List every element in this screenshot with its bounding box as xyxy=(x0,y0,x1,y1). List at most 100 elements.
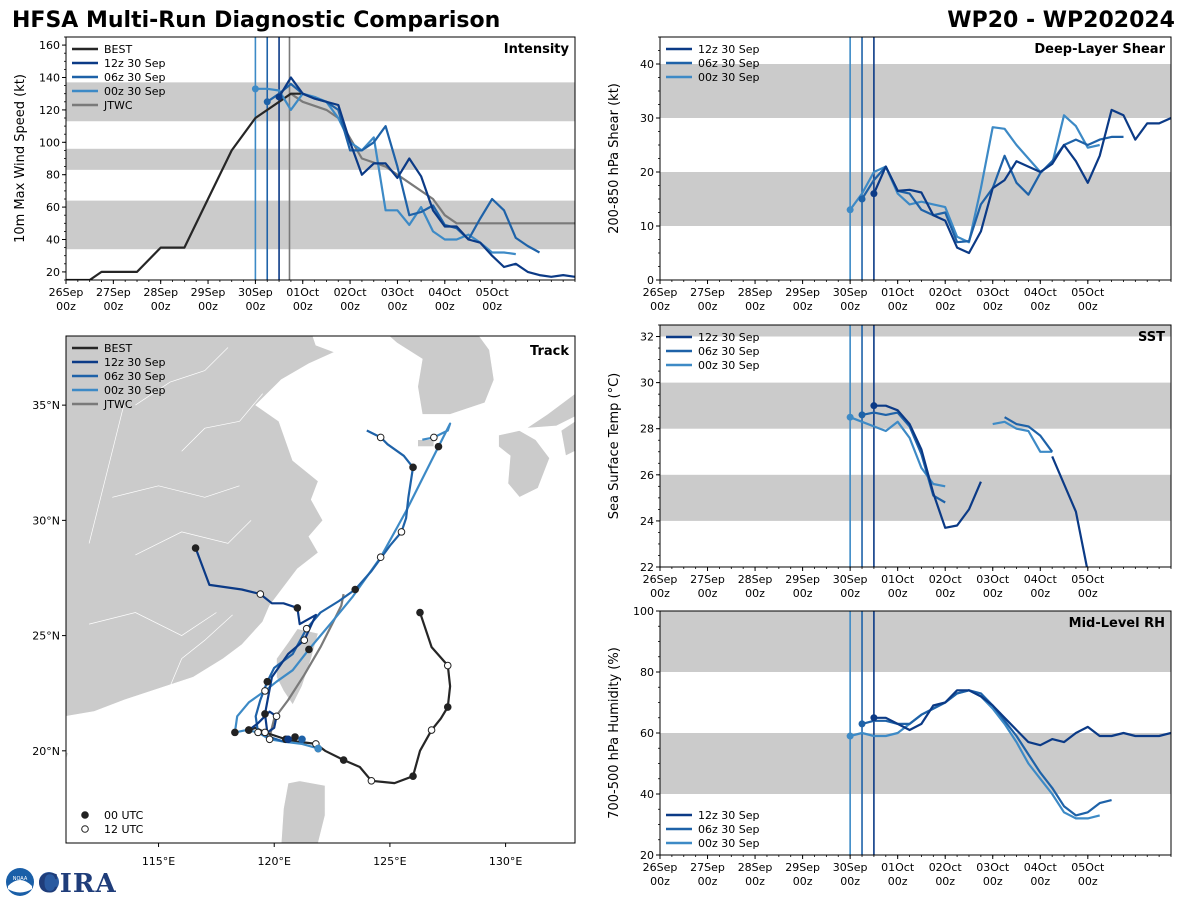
sst-legend-label: 12z 30 Sep xyxy=(698,331,760,344)
track-point-12utc xyxy=(443,661,452,670)
intensity-legend-label: JTWC xyxy=(103,99,133,112)
track-point-12utc xyxy=(367,776,376,785)
sst-xtick-sublabel: 00z xyxy=(793,587,813,600)
sst-xtick-sublabel: 00z xyxy=(1030,587,1050,600)
intensity-ytick-label: 80 xyxy=(46,169,60,182)
shear-ytick-label: 10 xyxy=(640,220,654,233)
land-polygon xyxy=(66,336,336,717)
province-border xyxy=(88,405,125,544)
shear-ytick-label: 30 xyxy=(640,112,654,125)
shear-legend-label: 00z 30 Sep xyxy=(698,71,760,84)
rh-series-r12 xyxy=(873,689,1171,747)
panel-track: 115°E 120°E 125°E 130°E 20°N 25°N 30°N 35°N Trac… xyxy=(32,335,576,868)
panel-intensity: 2040608010012014016026Sep00z27Sep00z28Se… xyxy=(13,36,576,313)
intensity-series-group xyxy=(66,76,575,280)
rh-xtick-label: 03Oct xyxy=(976,861,1010,874)
track-xtick-label: 115°E xyxy=(142,855,175,868)
rh-ytick-label: 100 xyxy=(633,605,654,618)
sst-legend-label: 06z 30 Sep xyxy=(698,345,760,358)
track-marker-legend-symbol xyxy=(81,811,89,819)
land-polygon xyxy=(525,393,575,429)
sst-ytick-label: 30 xyxy=(640,377,654,390)
shear-xtick-label: 05Oct xyxy=(1071,286,1105,299)
intensity-series-r12 xyxy=(278,76,575,278)
shear-xtick-label: 27Sep xyxy=(690,286,725,299)
rh-legend-label: 06z 30 Sep xyxy=(698,823,760,836)
shear-xtick-sublabel: 00z xyxy=(888,300,908,313)
track-point-00utc xyxy=(409,772,417,780)
sst-band xyxy=(660,325,1171,337)
intensity-frame xyxy=(65,36,576,281)
track-ytick-label: 35°N xyxy=(32,399,60,412)
panel-rh: 2040608010026Sep00z27Sep00z28Sep00z29Sep… xyxy=(607,605,1172,888)
intensity-xtick-label: 04Oct xyxy=(428,286,462,299)
track-point-00utc xyxy=(231,728,239,737)
track-point-12utc xyxy=(272,712,281,721)
shear-xtick-sublabel: 00z xyxy=(1030,300,1050,313)
shear-xtick-label: 04Oct xyxy=(1024,286,1058,299)
sst-xtick-sublabel: 00z xyxy=(1078,587,1098,600)
shear-xtick-sublabel: 00z xyxy=(1078,300,1098,313)
shear-title: Deep-Layer Shear xyxy=(1034,42,1165,57)
sst-xtick-sublabel: 00z xyxy=(983,587,1003,600)
track-series-best xyxy=(248,612,452,785)
sst-ytick-label: 28 xyxy=(640,423,654,436)
province-border xyxy=(112,485,240,498)
shear-start-point-r06 xyxy=(858,195,866,203)
sst-series-group xyxy=(846,402,1089,567)
sst-ytick-label: 32 xyxy=(640,331,654,344)
province-border xyxy=(135,520,252,556)
province-border xyxy=(135,347,229,406)
shear-xtick-label: 29Sep xyxy=(785,286,820,299)
intensity-legend-label: BEST xyxy=(104,43,132,56)
sst-legend-label: 00z 30 Sep xyxy=(698,359,760,372)
shear-xtick-label: 03Oct xyxy=(976,286,1010,299)
sst-band xyxy=(660,382,1171,429)
intensity-xtick-label: 30Sep xyxy=(238,286,273,299)
track-point-00utc xyxy=(409,463,417,472)
shear-ylabel: 200-850 hPa Shear (kt) xyxy=(607,83,622,234)
track-point-12utc xyxy=(300,636,309,645)
intensity-band xyxy=(66,148,575,170)
title-left: HFSA Multi-Run Diagnostic Comparison xyxy=(12,8,500,33)
sst-xtick-sublabel: 00z xyxy=(650,587,670,600)
intensity-legend-label: 00z 30 Sep xyxy=(104,85,166,98)
track-point-00utc xyxy=(244,726,253,734)
rh-ylabel: 700-500 hPa Humidity (%) xyxy=(607,647,622,819)
sst-xtick-label: 26Sep xyxy=(643,573,678,586)
track-point-12utc xyxy=(302,624,311,633)
track-xtick-label: 120°E xyxy=(258,855,291,868)
track-point-12utc xyxy=(261,687,269,695)
intensity-series-r00 xyxy=(255,87,516,256)
intensity-ytick-label: 120 xyxy=(39,104,60,117)
rh-xtick-label: 26Sep xyxy=(643,861,678,874)
intensity-ylabel: 10m Max Wind Speed (kt) xyxy=(13,74,28,243)
sst-xtick-sublabel: 00z xyxy=(888,587,908,600)
panel-shear: 01020304026Sep00z27Sep00z28Sep00z29Sep00… xyxy=(607,36,1172,313)
sst-xtick-sublabel: 00z xyxy=(935,587,955,600)
rh-xtick-label: 28Sep xyxy=(738,861,773,874)
track-start-point-r12 xyxy=(284,735,292,744)
track-point-00utc xyxy=(416,608,424,617)
track-point-12utc xyxy=(261,728,269,737)
sst-start-point-r06 xyxy=(858,411,866,419)
intensity-xtick-label: 28Sep xyxy=(143,286,178,299)
rh-ytick-label: 60 xyxy=(640,727,654,740)
track-legend-label: 12z 30 Sep xyxy=(104,356,166,369)
intensity-title: Intensity xyxy=(504,42,570,57)
rh-xtick-sublabel: 00z xyxy=(650,875,670,888)
shear-band xyxy=(660,172,1171,226)
shear-xtick-sublabel: 00z xyxy=(840,300,860,313)
shear-xtick-label: 26Sep xyxy=(643,286,678,299)
track-ytick-label: 20°N xyxy=(32,745,60,758)
track-point-12utc xyxy=(265,735,274,744)
rh-xtick-sublabel: 00z xyxy=(983,875,1003,888)
shear-xtick-label: 02Oct xyxy=(929,286,963,299)
land-polygon xyxy=(498,430,550,498)
intensity-ytick-label: 140 xyxy=(39,72,60,85)
shear-series-group xyxy=(846,108,1171,255)
rh-xtick-sublabel: 00z xyxy=(793,875,813,888)
plot-panels: 2040608010012014016026Sep00z27Sep00z28Se… xyxy=(13,36,1172,888)
track-xtick-label: 125°E xyxy=(373,855,406,868)
